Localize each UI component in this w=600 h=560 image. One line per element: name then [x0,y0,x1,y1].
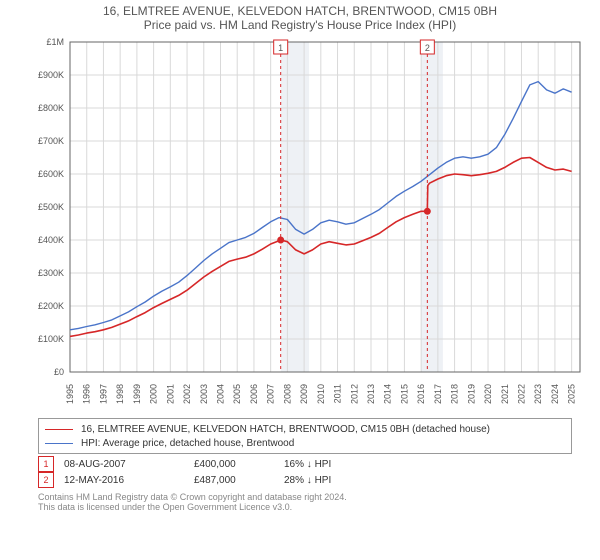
legend: 16, ELMTREE AVENUE, KELVEDON HATCH, BREN… [38,418,572,454]
svg-text:2024: 2024 [550,384,560,404]
transaction-row: 1 08-AUG-2007 £400,000 16% ↓ HPI [38,456,572,472]
transaction-row: 2 12-MAY-2016 £487,000 28% ↓ HPI [38,472,572,488]
transaction-marker-num: 1 [43,459,48,469]
svg-text:2008: 2008 [282,384,292,404]
svg-text:2001: 2001 [165,384,175,404]
svg-text:£100K: £100K [38,334,64,344]
svg-text:2002: 2002 [182,384,192,404]
svg-text:2012: 2012 [349,384,359,404]
svg-text:2025: 2025 [567,384,577,404]
transaction-price: £400,000 [194,459,274,470]
svg-text:1995: 1995 [65,384,75,404]
svg-text:£500K: £500K [38,202,64,212]
svg-text:2020: 2020 [483,384,493,404]
svg-text:£300K: £300K [38,268,64,278]
legend-row-hpi: HPI: Average price, detached house, Bren… [45,436,565,450]
svg-text:2019: 2019 [466,384,476,404]
footer-attribution: Contains HM Land Registry data © Crown c… [38,492,572,512]
transaction-date: 12-MAY-2016 [64,475,184,486]
svg-text:2015: 2015 [399,384,409,404]
svg-text:2004: 2004 [215,384,225,404]
svg-text:2023: 2023 [533,384,543,404]
svg-text:£1M: £1M [46,37,64,47]
svg-text:£400K: £400K [38,235,64,245]
footer-line1: Contains HM Land Registry data © Crown c… [38,492,572,502]
chart-container: 16, ELMTREE AVENUE, KELVEDON HATCH, BREN… [0,0,600,560]
svg-text:£700K: £700K [38,136,64,146]
svg-text:2007: 2007 [266,384,276,404]
svg-text:2003: 2003 [199,384,209,404]
svg-text:1999: 1999 [132,384,142,404]
transaction-date: 08-AUG-2007 [64,459,184,470]
transaction-diff: 28% ↓ HPI [284,475,364,486]
svg-text:1998: 1998 [115,384,125,404]
svg-text:2022: 2022 [516,384,526,404]
svg-text:2013: 2013 [366,384,376,404]
transaction-diff: 16% ↓ HPI [284,459,364,470]
svg-text:£200K: £200K [38,301,64,311]
title-subtitle: Price paid vs. HM Land Registry's House … [0,18,600,32]
svg-text:2016: 2016 [416,384,426,404]
svg-text:2014: 2014 [383,384,393,404]
line-chart-svg: £0 £100K £200K £300K £400K £500K £600K £700K £80… [28,34,588,414]
legend-label-hpi: HPI: Average price, detached house, Bren… [81,438,294,449]
svg-text:1997: 1997 [98,384,108,404]
footer-line2: This data is licensed under the Open Gov… [38,502,572,512]
svg-text:2010: 2010 [316,384,326,404]
svg-text:2017: 2017 [433,384,443,404]
svg-text:2011: 2011 [333,384,343,403]
svg-text:£600K: £600K [38,169,64,179]
transaction-price: £487,000 [194,475,274,486]
transaction-marker-box: 1 [38,456,54,472]
svg-text:£900K: £900K [38,70,64,80]
title-block: 16, ELMTREE AVENUE, KELVEDON HATCH, BREN… [0,0,600,34]
legend-swatch-property [45,429,73,430]
svg-text:2021: 2021 [500,384,510,404]
svg-text:1996: 1996 [82,384,92,404]
legend-row-property: 16, ELMTREE AVENUE, KELVEDON HATCH, BREN… [45,422,565,436]
title-address: 16, ELMTREE AVENUE, KELVEDON HATCH, BREN… [0,4,600,18]
svg-text:1: 1 [278,43,283,53]
svg-text:2000: 2000 [149,384,159,404]
legend-swatch-hpi [45,443,73,444]
transaction-marker-num: 2 [43,475,48,485]
svg-text:£800K: £800K [38,103,64,113]
transaction-table: 1 08-AUG-2007 £400,000 16% ↓ HPI 2 12-MA… [38,456,572,488]
svg-text:2: 2 [425,43,430,53]
svg-text:2018: 2018 [450,384,460,404]
transaction-marker-box: 2 [38,472,54,488]
svg-text:2009: 2009 [299,384,309,404]
svg-text:2005: 2005 [232,384,242,404]
legend-label-property: 16, ELMTREE AVENUE, KELVEDON HATCH, BREN… [81,424,490,435]
svg-text:£0: £0 [54,367,64,377]
chart-area: £0 £100K £200K £300K £400K £500K £600K £700K £80… [28,34,588,414]
svg-text:2006: 2006 [249,384,259,404]
